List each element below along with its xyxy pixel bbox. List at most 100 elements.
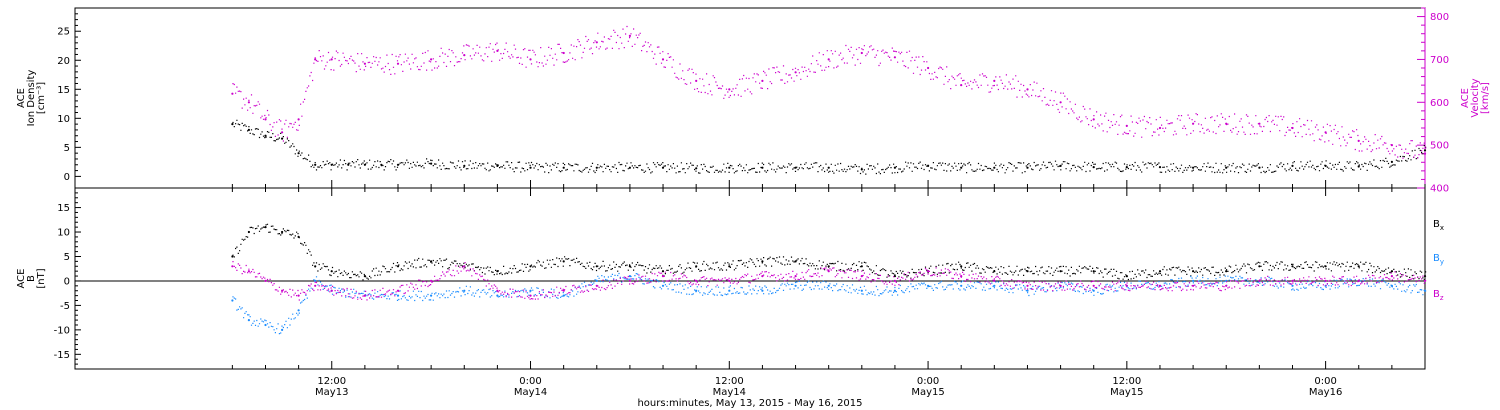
by-series-point: [993, 284, 996, 287]
bx-series-point: [562, 260, 565, 263]
velocity-tick-label: 600: [1430, 98, 1449, 109]
density-series-point: [1225, 166, 1228, 169]
time-tick-label: 12:00: [1112, 376, 1141, 387]
velocity-series-point: [960, 84, 963, 87]
legend-bz: Bz: [1433, 289, 1444, 302]
bx-series-point: [661, 270, 665, 273]
velocity-series-point: [281, 131, 284, 134]
density-tick-label: 25: [57, 27, 70, 38]
velocity-series-point: [1125, 124, 1128, 127]
density-series-point: [1192, 166, 1195, 169]
density-series-point: [562, 166, 565, 169]
bx-series: [231, 223, 1427, 281]
velocity-series-point: [794, 71, 797, 74]
bx-series-point: [330, 270, 333, 273]
bz-series-point: [927, 270, 930, 273]
date-tick-label: May15: [1110, 387, 1143, 398]
density-series-point: [960, 166, 963, 169]
legend-by: By: [1433, 253, 1444, 266]
density-series-point: [1158, 166, 1162, 169]
by-series-point: [430, 294, 433, 297]
density-tick-label: 15: [57, 85, 70, 96]
bz-series-point: [1390, 275, 1393, 278]
by-series-point: [1291, 284, 1294, 287]
bz-series-point: [628, 279, 632, 282]
velocity-series-point: [661, 58, 665, 61]
date-tick-label: May16: [1309, 387, 1342, 398]
b-tick-label: -10: [54, 325, 70, 336]
density-axis-label: Ion Density: [26, 70, 37, 127]
by-series-point: [728, 289, 731, 292]
bz-series-point: [728, 279, 731, 282]
by-series-point: [860, 289, 863, 292]
bx-series-point: [1258, 265, 1261, 268]
density-tick-label: 10: [57, 114, 70, 125]
time-tick-label: 12:00: [715, 376, 744, 387]
by-series-point: [396, 294, 400, 297]
by-series-point: [1026, 289, 1029, 292]
density-series-point: [661, 166, 665, 169]
density-tick-label: 0: [64, 172, 70, 183]
bz-series-point: [761, 275, 764, 278]
top-panel-frame: [74, 7, 1426, 189]
density-series-point: [247, 128, 250, 131]
velocity-series-point: [430, 58, 433, 61]
bx-series-point: [231, 255, 234, 258]
velocity-series-point: [247, 101, 250, 104]
velocity-series-point: [695, 79, 698, 82]
by-series-point: [264, 323, 267, 327]
bz-series-point: [1324, 279, 1327, 282]
bz-series-point: [993, 279, 996, 282]
bz-series-point: [231, 265, 234, 268]
velocity-series-point: [1059, 101, 1062, 104]
density-series-point: [231, 123, 234, 126]
by-series-point: [893, 289, 897, 292]
density-series-trace: [232, 119, 1427, 175]
velocity-series-point: [1158, 126, 1162, 130]
by-series-point: [247, 319, 250, 322]
velocity-axis-label: Velocity: [1470, 78, 1481, 117]
legend-bx: Bx: [1433, 219, 1444, 232]
density-series-point: [794, 166, 797, 169]
b-tick-label: 5: [64, 252, 70, 263]
density-series-point: [297, 152, 300, 155]
bz-series-point: [430, 279, 433, 282]
velocity-tick-label: 400: [1430, 184, 1449, 195]
density-series-point: [1291, 164, 1294, 167]
date-tick-label: May13: [315, 387, 348, 398]
velocity-series-point: [314, 58, 317, 61]
time-tick-label: 12:00: [317, 376, 346, 387]
b-tick-label: -5: [60, 301, 70, 312]
velocity-tick-label: 700: [1430, 55, 1449, 66]
by-series: [231, 272, 1427, 335]
density-series-point: [1092, 166, 1095, 169]
velocity-series-point: [231, 92, 234, 95]
bz-series-point: [794, 275, 797, 278]
b-axis-label: ACE: [16, 269, 27, 289]
bz-series-point: [496, 289, 499, 292]
bz-series-point: [860, 275, 863, 278]
bx-series-point: [281, 230, 284, 234]
density-series-point: [595, 166, 598, 169]
by-series-point: [661, 284, 665, 287]
density-axis-label: [cm⁻³]: [36, 82, 47, 114]
by-series-point: [1192, 279, 1195, 282]
velocity-series-point: [761, 79, 764, 82]
density-series-point: [761, 166, 764, 169]
bz-series-point: [1125, 284, 1128, 287]
velocity-series-point: [463, 54, 466, 57]
velocity-series-point: [562, 51, 565, 55]
bz-series-point: [463, 265, 466, 268]
bx-series-trace: [232, 223, 1427, 281]
bz-series-point: [960, 275, 963, 278]
by-series-point: [231, 299, 234, 302]
b-axis-label: [nT]: [36, 268, 47, 288]
density-series: [231, 119, 1427, 175]
velocity-series-point: [1423, 152, 1427, 155]
velocity-series-point: [396, 62, 400, 65]
density-tick-label: 5: [64, 143, 70, 154]
bz-series-point: [330, 289, 333, 292]
velocity-series-point: [330, 58, 333, 61]
bx-series-point: [529, 265, 532, 268]
